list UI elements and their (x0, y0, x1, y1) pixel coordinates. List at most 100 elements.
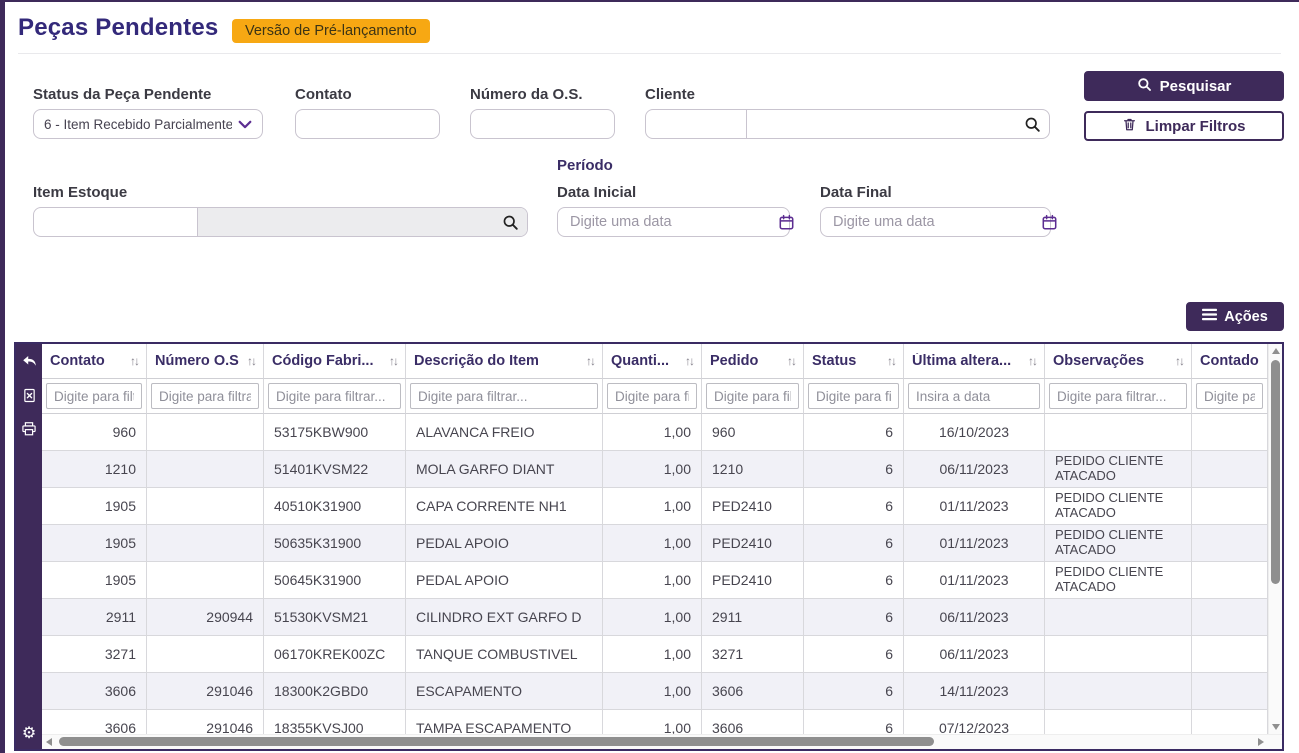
sort-icon[interactable]: ↑↓ (130, 354, 140, 368)
status-select[interactable]: 6 - Item Recebido Parcialmente (33, 109, 263, 139)
sort-icon[interactable]: ↑↓ (247, 354, 257, 368)
column-header-contato[interactable]: Contato ↑↓ (42, 344, 147, 379)
acoes-button-label: Ações (1224, 308, 1268, 325)
cliente-search-icon[interactable] (1015, 110, 1049, 138)
table-row[interactable]: 1905 50635K31900 PEDAL APOIO 1,00 PED2410 6 01… (42, 525, 1268, 562)
column-header-contador[interactable]: Contador (1192, 344, 1268, 379)
cell-observacoes: PEDIDO CLIENTE ATACADO (1045, 451, 1192, 488)
filter-cell-descricao (406, 379, 603, 414)
cell-codigo_fabricante: 18300K2GBD0 (264, 673, 406, 710)
calendar-icon[interactable] (769, 214, 803, 231)
filter-input-status[interactable] (808, 383, 899, 409)
horizontal-scroll-thumb[interactable] (59, 737, 934, 746)
data-inicial-field (557, 207, 793, 237)
table-row[interactable]: 1905 40510K31900 CAPA CORRENTE NH1 1,00 PED2… (42, 488, 1268, 525)
scroll-down-icon[interactable] (1271, 720, 1280, 734)
column-header-descricao[interactable]: Descrição do Item ↑↓ (406, 344, 603, 379)
contato-input[interactable] (296, 110, 439, 138)
cell-contador (1192, 636, 1268, 673)
column-header-status[interactable]: Status ↑↓ (804, 344, 904, 379)
filter-input-contador[interactable] (1196, 383, 1263, 409)
filter-input-ultima_alteracao[interactable] (908, 383, 1040, 409)
settings-gear-icon[interactable]: ⚙ (21, 725, 37, 742)
cell-numero_os: 290944 (147, 599, 264, 636)
cell-codigo_fabricante: 53175KBW900 (264, 414, 406, 451)
cell-pedido: 3606 (702, 673, 804, 710)
scroll-right-icon[interactable] (1254, 735, 1268, 749)
cell-status: 6 (804, 488, 904, 525)
sort-icon[interactable]: ↑↓ (685, 354, 695, 368)
column-header-observacoes[interactable]: Observações ↑↓ (1045, 344, 1192, 379)
data-final-input[interactable] (821, 208, 1032, 236)
vertical-scroll-track[interactable] (1269, 358, 1282, 720)
cliente-code-input[interactable] (646, 110, 746, 138)
cell-status: 6 (804, 562, 904, 599)
cell-contato: 3271 (42, 636, 147, 673)
scroll-up-icon[interactable] (1271, 344, 1280, 358)
horizontal-scroll-track[interactable] (56, 735, 1254, 749)
cell-numero_os: 291046 (147, 673, 264, 710)
horizontal-scrollbar[interactable] (42, 734, 1282, 749)
table-row[interactable]: 3606 291046 18300K2GBD0 ESCAPAMENTO 1,00 3606… (42, 673, 1268, 710)
item-estoque-name-segment (198, 208, 493, 236)
column-header-label: Código Fabri... (272, 353, 374, 369)
filter-input-quantidade[interactable] (607, 383, 697, 409)
cell-quantidade: 1,00 (603, 599, 702, 636)
filter-input-observacoes[interactable] (1049, 383, 1187, 409)
cell-quantidade: 1,00 (603, 451, 702, 488)
column-header-ultima_alteracao[interactable]: Última altera... ↑↓ (904, 344, 1045, 379)
data-inicial-input[interactable] (558, 208, 769, 236)
sort-icon[interactable]: ↑↓ (1028, 354, 1038, 368)
column-header-pedido[interactable]: Pedido ↑↓ (702, 344, 804, 379)
filter-input-pedido[interactable] (706, 383, 799, 409)
acoes-button[interactable]: Ações (1186, 302, 1284, 331)
cell-ultima_alteracao: 01/11/2023 (904, 488, 1045, 525)
column-header-codigo_fabricante[interactable]: Código Fabri... ↑↓ (264, 344, 406, 379)
cell-contato: 1905 (42, 525, 147, 562)
pesquisar-button-label: Pesquisar (1159, 77, 1232, 95)
calendar-icon[interactable] (1032, 214, 1066, 231)
sort-icon[interactable]: ↑↓ (1175, 354, 1185, 368)
title-divider (18, 53, 1281, 54)
print-icon[interactable] (20, 420, 38, 438)
pending-parts-grid: Contato ↑↓ Número O.S ↑↓ Código Fabri... ↑↓ De… (42, 344, 1268, 734)
cell-status: 6 (804, 525, 904, 562)
filter-input-codigo_fabricante[interactable] (268, 383, 401, 409)
cliente-name-input[interactable] (747, 110, 1015, 138)
item-estoque-code-input[interactable] (34, 208, 197, 236)
cell-ultima_alteracao: 06/11/2023 (904, 636, 1045, 673)
status-select-value: 6 - Item Recebido Parcialmente (44, 116, 232, 132)
table-row[interactable]: 2911 290944 51530KVSM21 CILINDRO EXT GARFO … (42, 599, 1268, 636)
filter-cell-numero_os (147, 379, 264, 414)
cell-ultima_alteracao: 06/11/2023 (904, 451, 1045, 488)
filter-cell-contato (42, 379, 147, 414)
scroll-left-icon[interactable] (42, 735, 56, 749)
filter-input-descricao[interactable] (410, 383, 598, 409)
cell-pedido: 3271 (702, 636, 804, 673)
table-row[interactable]: 1905 50645K31900 PEDAL APOIO 1,00 PED2410 6 01… (42, 562, 1268, 599)
table-row[interactable]: 3606 291046 18355KVSJ00 TAMPA ESCAPAMENTO 1,… (42, 710, 1268, 734)
table-row[interactable]: 960 53175KBW900 ALAVANCA FREIO 1,00 960 6 16/1… (42, 414, 1268, 451)
sort-icon[interactable]: ↑↓ (586, 354, 596, 368)
export-excel-icon[interactable] (20, 386, 38, 404)
back-icon[interactable] (20, 352, 38, 370)
item-estoque-name-input[interactable] (198, 208, 493, 236)
table-row[interactable]: 3271 06170KREK00ZC TANQUE COMBUSTIVEL 1,00 3… (42, 636, 1268, 673)
filter-input-contato[interactable] (46, 383, 142, 409)
vertical-scroll-thumb[interactable] (1271, 360, 1280, 585)
sort-icon[interactable]: ↑↓ (887, 354, 897, 368)
table-row[interactable]: 1210 51401KVSM22 MOLA GARFO DIANT 1,00 1210 6… (42, 451, 1268, 488)
column-header-quantidade[interactable]: Quanti... ↑↓ (603, 344, 702, 379)
limpar-filtros-button[interactable]: Limpar Filtros (1084, 111, 1284, 141)
item-estoque-search-icon[interactable] (493, 208, 527, 236)
column-header-numero_os[interactable]: Número O.S ↑↓ (147, 344, 264, 379)
pesquisar-button[interactable]: Pesquisar (1084, 71, 1284, 101)
vertical-scrollbar[interactable] (1268, 344, 1282, 734)
filter-input-numero_os[interactable] (151, 383, 259, 409)
sort-icon[interactable]: ↑↓ (389, 354, 399, 368)
filter-cell-pedido (702, 379, 804, 414)
numero-os-input[interactable] (471, 110, 614, 138)
sort-icon[interactable]: ↑↓ (787, 354, 797, 368)
cell-codigo_fabricante: 50645K31900 (264, 562, 406, 599)
cell-pedido: 1210 (702, 451, 804, 488)
